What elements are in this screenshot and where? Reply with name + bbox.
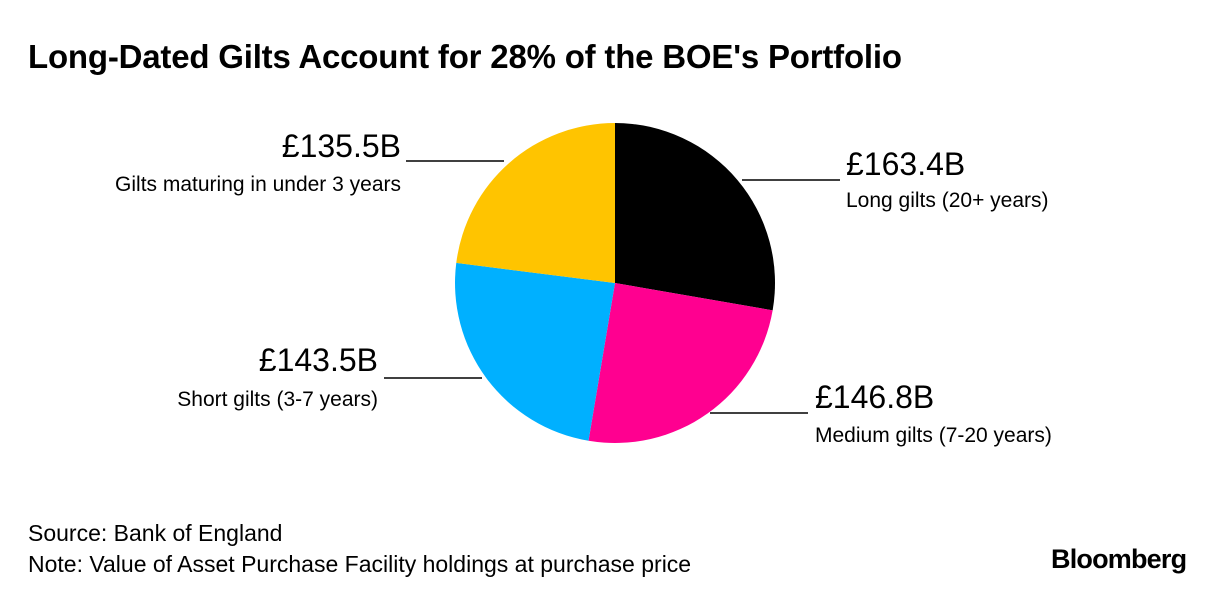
bloomberg-logo: Bloomberg [1051, 544, 1187, 574]
annotation-short-gilts: £143.5B Short gilts (3-7 years) [177, 342, 482, 411]
footnote: Note: Value of Asset Purchase Facility h… [28, 551, 692, 577]
pie-slice-short-term-gilts [456, 123, 615, 283]
value-label-long-gilts: £163.4B [846, 146, 965, 182]
chart-title: Long-Dated Gilts Account for 28% of the … [28, 38, 902, 75]
category-label-long-gilts: Long gilts (20+ years) [846, 189, 1049, 212]
category-label-short-term-gilts: Gilts maturing in under 3 years [115, 173, 401, 196]
value-label-short-term-gilts: £135.5B [282, 128, 401, 164]
source-note: Source: Bank of England [28, 520, 283, 546]
pie-slice-short-gilts [455, 262, 615, 441]
pie-slice-medium-gilts [588, 283, 773, 443]
value-label-short-gilts: £143.5B [259, 342, 378, 378]
annotation-medium-gilts: £146.8B Medium gilts (7-20 years) [710, 379, 1052, 447]
category-label-medium-gilts: Medium gilts (7-20 years) [815, 424, 1052, 447]
pie-slice-long-gilts [615, 123, 776, 311]
category-label-short-gilts: Short gilts (3-7 years) [177, 388, 378, 411]
annotation-long-gilts: £163.4B Long gilts (20+ years) [742, 146, 1049, 212]
value-label-medium-gilts: £146.8B [815, 379, 934, 415]
pie-slices [455, 123, 776, 443]
annotation-short-term-gilts: £135.5B Gilts maturing in under 3 years [115, 128, 504, 196]
